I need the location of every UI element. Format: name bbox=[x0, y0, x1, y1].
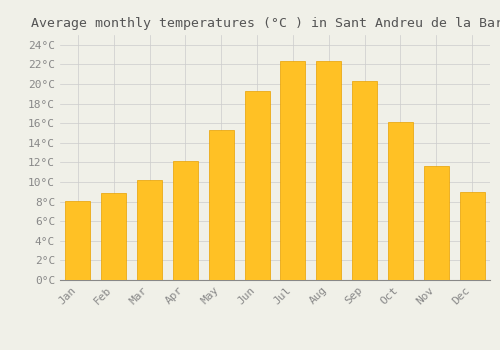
Bar bbox=[316, 62, 342, 280]
Bar bbox=[424, 166, 449, 280]
Bar bbox=[460, 192, 484, 280]
Bar bbox=[137, 180, 162, 280]
Bar bbox=[352, 81, 377, 280]
Bar bbox=[388, 122, 413, 280]
Title: Average monthly temperatures (°C ) in Sant Andreu de la Barca: Average monthly temperatures (°C ) in Sa… bbox=[31, 17, 500, 30]
Bar bbox=[280, 62, 305, 280]
Bar bbox=[66, 201, 90, 280]
Bar bbox=[101, 193, 126, 280]
Bar bbox=[173, 161, 198, 280]
Bar bbox=[208, 130, 234, 280]
Bar bbox=[244, 91, 270, 280]
